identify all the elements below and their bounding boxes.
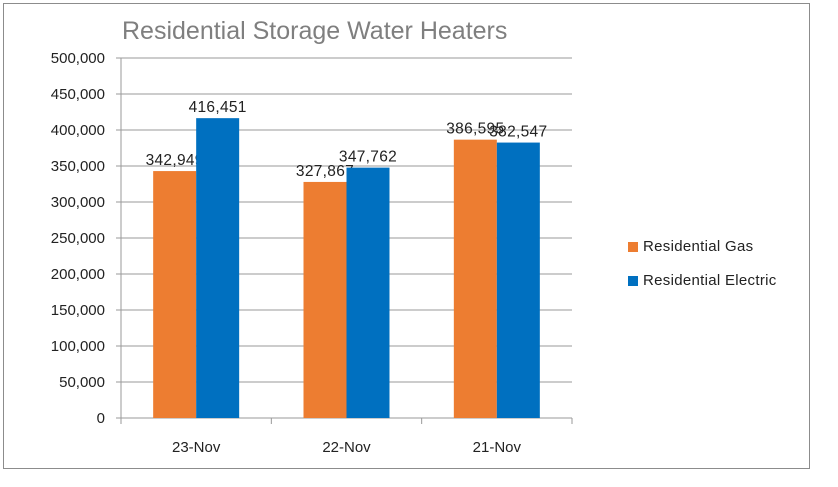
y-tick-label: 500,000 xyxy=(51,50,105,67)
y-tick-label: 150,000 xyxy=(51,302,105,319)
legend-label-electric: Residential Electric xyxy=(643,272,777,289)
bar xyxy=(153,171,197,418)
bar xyxy=(453,139,497,418)
legend-item-gas: Residential Gas xyxy=(628,238,777,255)
legend-swatch-gas xyxy=(628,241,638,252)
data-label: 382,547 xyxy=(489,124,547,141)
chart-frame xyxy=(3,3,810,469)
data-label: 386,595 xyxy=(446,121,504,138)
bar xyxy=(496,142,540,418)
legend-item-electric: Residential Electric xyxy=(628,272,777,289)
bar xyxy=(346,167,390,418)
bar xyxy=(303,181,347,418)
x-tick-label: 22-Nov xyxy=(322,439,371,456)
data-label: 416,451 xyxy=(189,99,247,116)
data-label: 327,867 xyxy=(296,163,354,180)
y-tick-label: 0 xyxy=(97,410,105,427)
legend-label-gas: Residential Gas xyxy=(643,238,754,255)
legend-swatch-electric xyxy=(628,275,638,286)
y-tick-label: 100,000 xyxy=(51,338,105,355)
data-label: 342,949 xyxy=(146,152,204,169)
y-tick-label: 400,000 xyxy=(51,122,105,139)
y-tick-label: 450,000 xyxy=(51,86,105,103)
y-tick-label: 50,000 xyxy=(59,374,105,391)
chart-legend: Residential Gas Residential Electric xyxy=(628,238,777,306)
x-tick-label: 23-Nov xyxy=(172,439,221,456)
bar xyxy=(196,118,240,419)
data-label: 347,762 xyxy=(339,149,397,166)
y-tick-label: 350,000 xyxy=(51,158,105,175)
y-tick-label: 300,000 xyxy=(51,194,105,211)
y-tick-label: 200,000 xyxy=(51,266,105,283)
chart-title: Residential Storage Water Heaters xyxy=(122,17,508,45)
x-tick-label: 21-Nov xyxy=(473,439,522,456)
y-tick-label: 250,000 xyxy=(51,230,105,247)
